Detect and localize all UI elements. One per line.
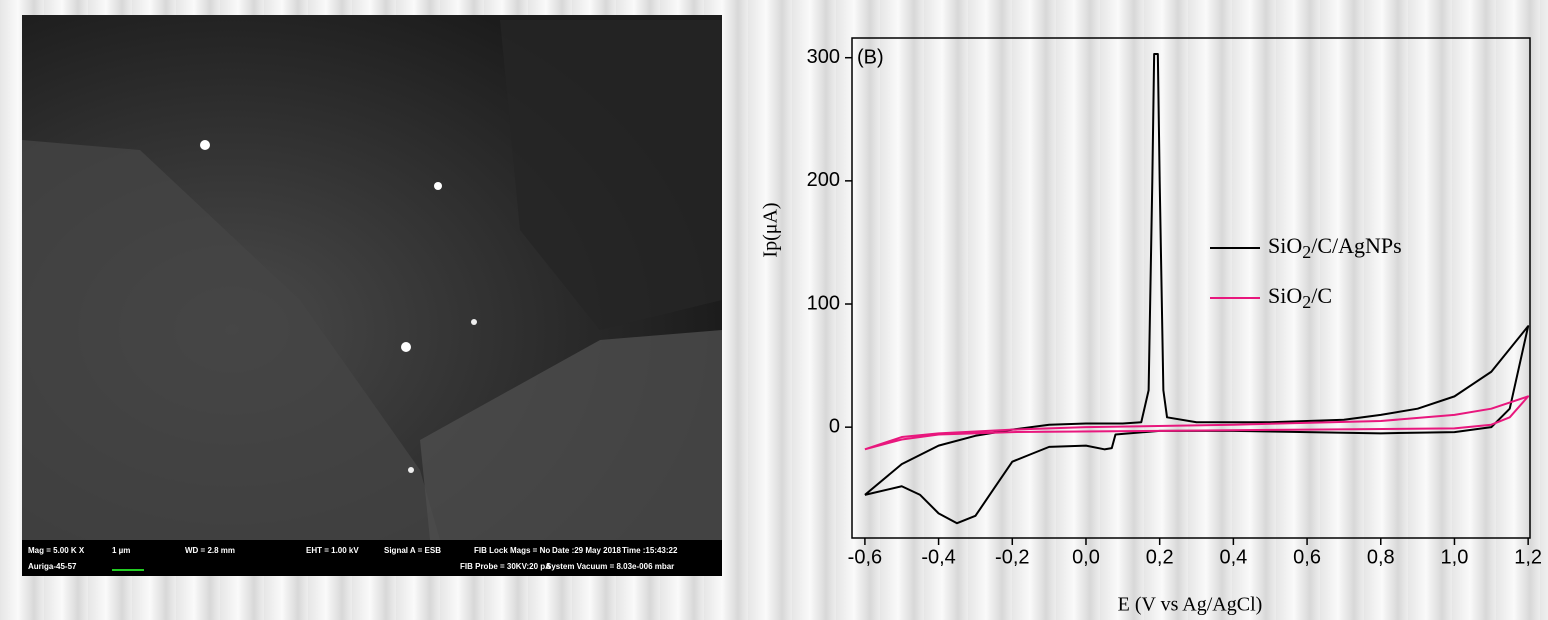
y-tick-label: 300 xyxy=(807,46,840,68)
legend-label: SiO2/C/AgNPs xyxy=(1268,233,1402,261)
sem-info-text: Mag = 5.00 K X xyxy=(28,546,85,555)
x-tick-label: 1,0 xyxy=(1441,546,1469,568)
x-tick-label: 0,8 xyxy=(1367,546,1395,568)
y-axis-label: Ip(μA) xyxy=(760,202,782,257)
sem-info-text: 1 µm xyxy=(112,546,130,555)
sem-particle xyxy=(434,182,442,190)
x-tick-label: -0,4 xyxy=(921,546,955,568)
sem-info-text: WD = 2.8 mm xyxy=(185,546,235,555)
sem-info-text: System Vacuum = 8.03e-006 mbar xyxy=(546,562,674,571)
sem-info-text: Date :29 May 2018 xyxy=(552,546,621,555)
page: Mag = 5.00 K X 1 µm WD = 2.8 mm EHT = 1.00 … xyxy=(0,0,1548,620)
sem-info-text: FIB Lock Mags = No xyxy=(474,546,550,555)
sem-info-text: FIB Probe = 30KV:20 pA xyxy=(460,562,551,571)
sem-particle xyxy=(471,319,477,325)
chart: (B) E (V vs Ag/AgCl) Ip(μA) -0,6 -0,4 -0,2… xyxy=(760,38,1542,616)
sem-image xyxy=(22,15,722,576)
sem-particle xyxy=(401,342,411,352)
x-tick-label: 0,2 xyxy=(1146,546,1174,568)
x-tick-label: 0,4 xyxy=(1219,546,1247,568)
y-tick-label: 0 xyxy=(829,415,840,437)
sem-info-text: Signal A = ESB xyxy=(384,546,441,555)
x-tick-label: -0,6 xyxy=(848,546,882,568)
legend-label: SiO2/C xyxy=(1268,283,1332,311)
x-tick-label: -0,2 xyxy=(995,546,1029,568)
sem-particle xyxy=(408,467,414,473)
figure: Mag = 5.00 K X 1 µm WD = 2.8 mm EHT = 1.00 … xyxy=(0,0,1548,620)
series-line xyxy=(865,54,1528,523)
sem-info-text: Time :15:43:22 xyxy=(622,546,678,555)
sem-particle xyxy=(200,140,210,150)
x-tick-label: 0,0 xyxy=(1072,546,1100,568)
sem-info-text: Auriga-45-57 xyxy=(28,562,77,571)
y-tick-label: 200 xyxy=(807,169,840,191)
sem-info-text: EHT = 1.00 kV xyxy=(306,546,359,555)
x-tick-label: 1,2 xyxy=(1514,546,1542,568)
x-tick-label: 0,6 xyxy=(1293,546,1321,568)
y-tick-label: 100 xyxy=(807,292,840,314)
x-axis-label: E (V vs Ag/AgCl) xyxy=(1118,594,1263,616)
annotation: (B) xyxy=(857,46,884,68)
plot-frame xyxy=(852,38,1530,538)
